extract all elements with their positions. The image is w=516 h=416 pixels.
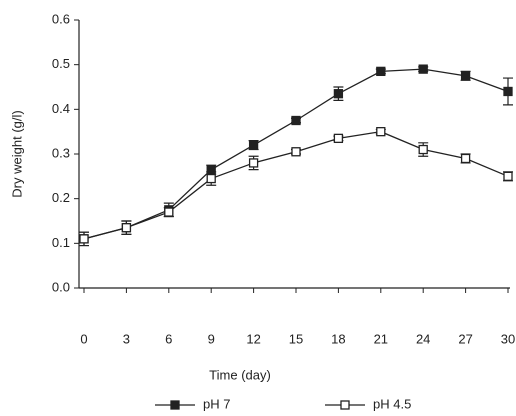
legend-label: pH 7	[203, 396, 230, 411]
x-tick-label: 12	[246, 331, 260, 346]
marker	[418, 144, 428, 155]
marker	[503, 171, 513, 181]
marker	[164, 207, 174, 217]
y-tick-label: 0.1	[52, 235, 70, 250]
marker	[418, 64, 428, 74]
x-tick-label: 18	[331, 331, 345, 346]
marker	[503, 86, 513, 97]
legend-marker	[340, 400, 350, 410]
marker	[291, 115, 301, 126]
marker	[121, 223, 132, 233]
y-tick-label: 0.0	[52, 279, 70, 294]
x-tick-label: 6	[165, 331, 172, 346]
y-tick-label: 0.4	[52, 101, 70, 116]
marker	[206, 173, 216, 184]
y-tick-label: 0.3	[52, 145, 70, 160]
x-tick-label: 3	[123, 331, 130, 346]
x-tick-label: 0	[80, 331, 87, 346]
y-tick-label: 0.6	[52, 11, 70, 26]
marker	[333, 89, 344, 99]
marker	[460, 153, 471, 164]
marker	[460, 71, 471, 81]
x-axis-label: Time (day)	[209, 367, 271, 382]
marker	[376, 66, 386, 77]
x-tick-label: 15	[289, 331, 303, 346]
legend-marker	[170, 400, 180, 410]
marker	[333, 133, 344, 144]
x-tick-label: 24	[416, 331, 430, 346]
marker	[376, 127, 386, 137]
y-axis-label: Dry weight (g/l)	[9, 110, 24, 197]
marker	[79, 234, 89, 244]
y-tick-label: 0.5	[52, 56, 70, 71]
marker	[291, 147, 301, 157]
x-tick-label: 27	[458, 331, 472, 346]
marker	[248, 158, 259, 168]
x-tick-label: 21	[374, 331, 388, 346]
x-tick-label: 9	[208, 331, 215, 346]
x-tick-label: 30	[501, 331, 515, 346]
y-tick-label: 0.2	[52, 190, 70, 205]
marker	[248, 140, 259, 150]
legend-label: pH 4.5	[373, 396, 411, 411]
